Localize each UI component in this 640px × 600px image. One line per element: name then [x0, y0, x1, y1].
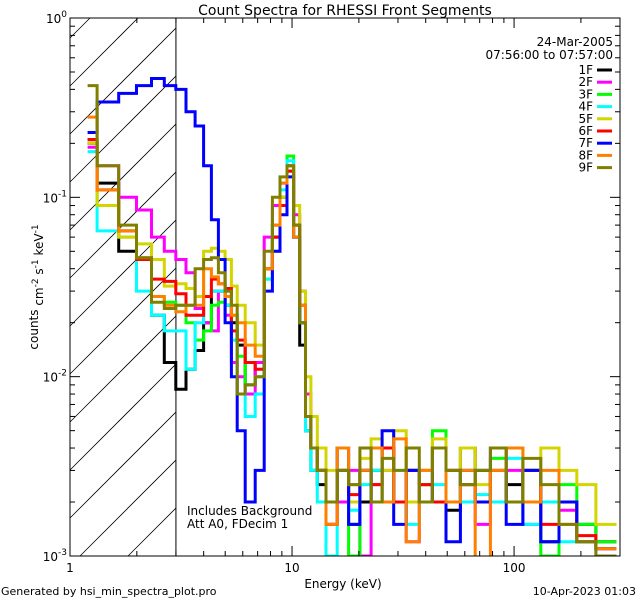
legend-label-8F: 8F: [578, 148, 593, 162]
series-line-6F: [87, 138, 617, 551]
hatch-line: [69, 75, 177, 183]
axis-tick-labels: 1 10 100 100 10-1 10-2 10-3: [43, 10, 526, 575]
y-axis-label: counts cm-2 s-1 keV-1: [27, 224, 46, 349]
x-tick-label: 100: [503, 561, 526, 575]
plot-frame: [69, 17, 621, 557]
y-tick-label: 10-2: [43, 369, 67, 385]
x-tick-label: 10: [284, 561, 299, 575]
hatch-line: [69, 17, 139, 87]
legend-label-4F: 4F: [578, 100, 593, 114]
footer-generated-by: Generated by hsi_min_spectra_plot.pro: [1, 585, 217, 598]
y-tick-label: 10-3: [43, 548, 67, 564]
hatch-line: [69, 411, 177, 519]
series-line-7F: [87, 77, 617, 551]
series-line-9F: [87, 84, 617, 556]
footer-timestamp: 10-Apr-2023 01:03: [533, 585, 636, 598]
axis-ticks: [69, 17, 621, 557]
series-line-8F: [87, 115, 617, 556]
hatch-line: [69, 123, 177, 231]
legend-label-3F: 3F: [578, 87, 593, 101]
legend-label-6F: 6F: [578, 124, 593, 138]
hatch-line: [69, 267, 177, 375]
hatch-line: [69, 17, 91, 39]
y-tick-label: 10-1: [43, 189, 67, 205]
x-tick-label: 1: [66, 561, 74, 575]
legend-label-9F: 9F: [578, 161, 593, 175]
x-axis-label: Energy (keV): [304, 577, 381, 591]
hatch-line: [69, 315, 177, 423]
chart-title: Count Spectra for RHESSI Front Segments: [198, 3, 492, 19]
hatch-line: [127, 507, 177, 557]
hatch-line: [69, 363, 177, 471]
hatch-line: [69, 27, 177, 135]
legend-label-5F: 5F: [578, 112, 593, 126]
series-line-5F: [87, 141, 617, 526]
annotation-background: Includes Background: [187, 504, 312, 518]
legend-label-2F: 2F: [578, 75, 593, 89]
y-tick-label: 100: [46, 10, 67, 26]
hatched-region: [69, 17, 177, 557]
series-line-1F: [87, 141, 617, 544]
legend-label-1F: 1F: [578, 63, 593, 77]
legend-label-7F: 7F: [578, 136, 593, 150]
hatch-line: [79, 459, 177, 557]
date-label: 24-Mar-2005: [537, 35, 613, 49]
time-range-label: 07:56:00 to 07:57:00: [486, 48, 613, 62]
annotation-attenuator: Att A0, FDecim 1: [187, 517, 288, 531]
series-group: [87, 77, 617, 556]
